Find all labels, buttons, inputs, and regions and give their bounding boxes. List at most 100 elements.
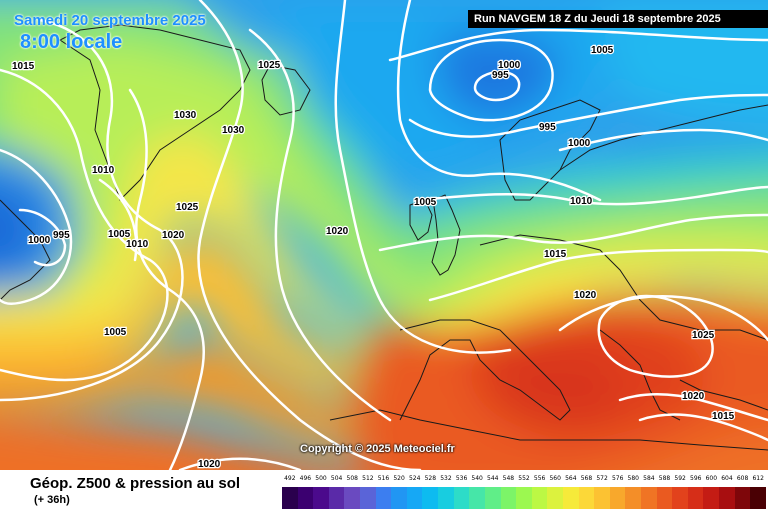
pressure-label: 1010	[92, 165, 115, 176]
forecast-lead: (+ 36h)	[34, 494, 70, 506]
scale-label: 544	[487, 475, 499, 482]
scale-label: 512	[362, 475, 374, 482]
scale-label: 564	[565, 475, 577, 482]
scale-label: 504	[330, 475, 343, 482]
scale-label: 520	[393, 475, 405, 482]
scale-swatch	[282, 487, 298, 509]
weather-map: 1015 1025 1030 1030 1010 1025 1020 1000 …	[0, 0, 768, 470]
scale-swatch	[391, 487, 407, 509]
map-title: Géop. Z500 & pression au sol	[30, 475, 241, 492]
forecast-time: 8:00 locale	[20, 31, 123, 53]
copyright-text: Copyright © 2025 Meteociel.fr	[300, 443, 455, 455]
scale-swatch	[641, 487, 657, 509]
pressure-label: 995	[492, 70, 509, 81]
pressure-label: 1020	[162, 230, 185, 241]
pressure-label: 1000	[568, 138, 591, 149]
isobars	[0, 0, 768, 470]
pressure-label: 1010	[570, 196, 593, 207]
scale-swatch	[484, 487, 501, 509]
scale-swatch	[344, 487, 361, 509]
scale-swatch	[328, 487, 345, 509]
scale-swatch	[719, 487, 735, 509]
pressure-label: 1020	[326, 226, 349, 237]
pressure-label: 1015	[712, 411, 735, 422]
scale-swatch	[531, 487, 548, 509]
scale-label: 548	[502, 475, 515, 482]
coastlines	[0, 24, 768, 451]
scale-label: 528	[424, 475, 437, 482]
pressure-label: 1005	[591, 45, 614, 56]
scale-label: 536	[455, 475, 468, 482]
pressure-label: 1015	[544, 249, 567, 260]
pressure-label: 1025	[692, 330, 715, 341]
pressure-label: 995	[53, 230, 70, 241]
pressure-label: 995	[539, 122, 556, 133]
scale-swatch	[453, 487, 470, 509]
scale-swatch	[313, 487, 329, 509]
scale-label: 596	[690, 475, 702, 482]
scale-swatch	[375, 487, 392, 509]
pressure-label: 1030	[222, 125, 245, 136]
pressure-label: 1020	[574, 290, 597, 301]
scale-swatch	[672, 487, 688, 509]
scale-label: 600	[705, 475, 718, 482]
scale-label: 588	[658, 475, 671, 482]
scale-swatch	[734, 487, 751, 509]
scale-swatch	[438, 487, 454, 509]
scale-label: 552	[518, 475, 530, 482]
scale-swatch	[609, 487, 626, 509]
scale-swatch	[360, 487, 376, 509]
pressure-label: 1005	[104, 327, 127, 338]
scale-label: 608	[736, 475, 749, 482]
scale-swatch	[750, 487, 766, 509]
pressure-label: 1010	[126, 239, 149, 250]
scale-label: 500	[315, 475, 327, 482]
scale-label: 580	[627, 475, 639, 482]
scale-labels: 492 496 500 504 508 512 516 520 524 528 532 536 540 5…	[282, 475, 766, 485]
geopotential-field: 1015 1025 1030 1030 1010 1025 1020 1000 …	[0, 0, 768, 470]
pressure-label: 1000	[28, 235, 51, 246]
scale-swatch	[547, 487, 563, 509]
scale-label: 556	[533, 475, 546, 482]
scale-label: 524	[408, 475, 421, 482]
pressure-label: 1015	[12, 61, 35, 72]
scale-label: 592	[674, 475, 686, 482]
scale-label: 516	[377, 475, 390, 482]
scale-swatch	[578, 487, 595, 509]
scale-swatch	[406, 487, 423, 509]
pressure-label: 1005	[108, 229, 131, 240]
scale-swatch	[562, 487, 579, 509]
scale-label: 584	[643, 475, 655, 482]
scale-label: 532	[440, 475, 452, 482]
scale-swatch	[656, 487, 673, 509]
pressure-label: 1025	[176, 202, 199, 213]
scale-label: 612	[752, 475, 764, 482]
scale-swatch	[500, 487, 517, 509]
run-banner: Run NAVGEM 18 Z du Jeudi 18 septembre 20…	[468, 10, 768, 28]
pressure-label: 1025	[258, 60, 281, 71]
scale-swatch	[594, 487, 610, 509]
pressure-label: 1000	[498, 60, 521, 71]
scale-swatch	[422, 487, 439, 509]
pressure-labels: 1015 1025 1030 1030 1010 1025 1020 1000 …	[11, 44, 736, 470]
scale-label: 560	[549, 475, 561, 482]
scale-swatch	[297, 487, 314, 509]
scale-label: 576	[611, 475, 624, 482]
scale-swatch	[625, 487, 642, 509]
color-scale-legend: 492 496 500 504 508 512 516 520 524 528 532 536 540 5…	[282, 475, 766, 511]
scale-label: 496	[299, 475, 312, 482]
pressure-label: 1020	[682, 391, 705, 402]
scale-swatch	[703, 487, 720, 509]
scale-label: 604	[721, 475, 733, 482]
scale-label: 508	[346, 475, 358, 482]
forecast-date: Samedi 20 septembre 2025	[14, 12, 206, 29]
scale-swatches	[282, 487, 766, 509]
scale-label: 572	[596, 475, 608, 482]
pressure-label: 1030	[174, 110, 197, 121]
scale-swatch	[469, 487, 485, 509]
scale-label: 492	[284, 475, 296, 482]
scale-label: 540	[471, 475, 483, 482]
scale-label: 568	[580, 475, 593, 482]
scale-swatch	[516, 487, 532, 509]
pressure-label: 1020	[198, 459, 221, 470]
